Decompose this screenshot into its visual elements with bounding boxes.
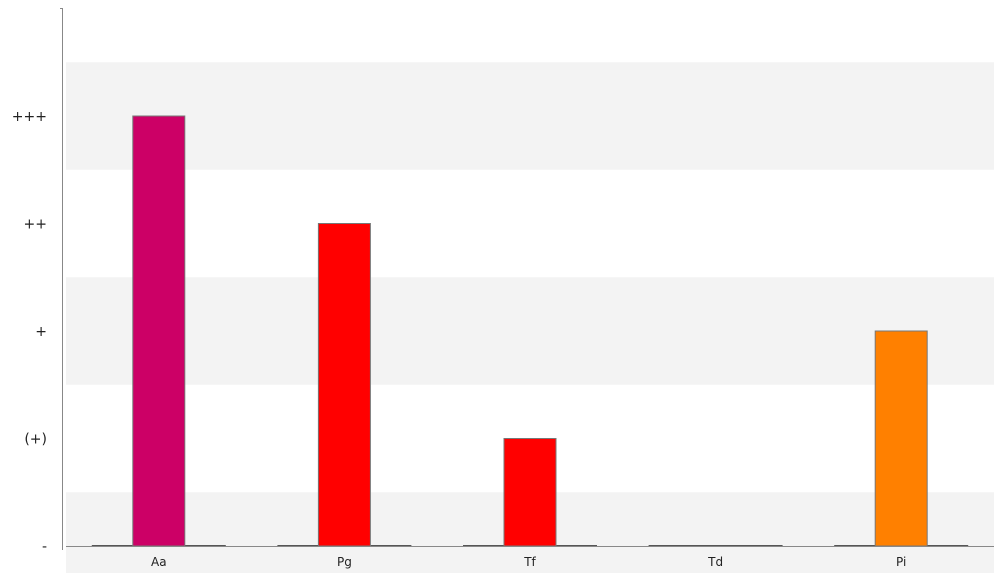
grid-band (66, 62, 994, 170)
bar-pi (874, 330, 928, 547)
x-axis-labels: Aa Pg Tf Td Pi (151, 555, 906, 569)
x-tick-label: Pi (896, 555, 906, 569)
bar-pg (317, 223, 371, 547)
y-tick-label: - (42, 539, 47, 555)
y-tick-label: (+) (24, 432, 47, 448)
x-tick-label: Tf (523, 555, 536, 569)
bar-tf (503, 438, 557, 547)
x-tick-label: Td (707, 555, 723, 569)
bars (91, 115, 969, 547)
y-tick-label: +++ (12, 109, 47, 125)
y-tick-label: + (35, 324, 47, 340)
grid-band (66, 277, 994, 385)
x-tick-label: Aa (151, 555, 167, 569)
x-tick-label: Pg (337, 555, 352, 569)
y-axis-ticks: -(+)++++++ (12, 109, 47, 555)
y-tick-label: ++ (24, 217, 47, 233)
bar-aa (132, 115, 186, 547)
